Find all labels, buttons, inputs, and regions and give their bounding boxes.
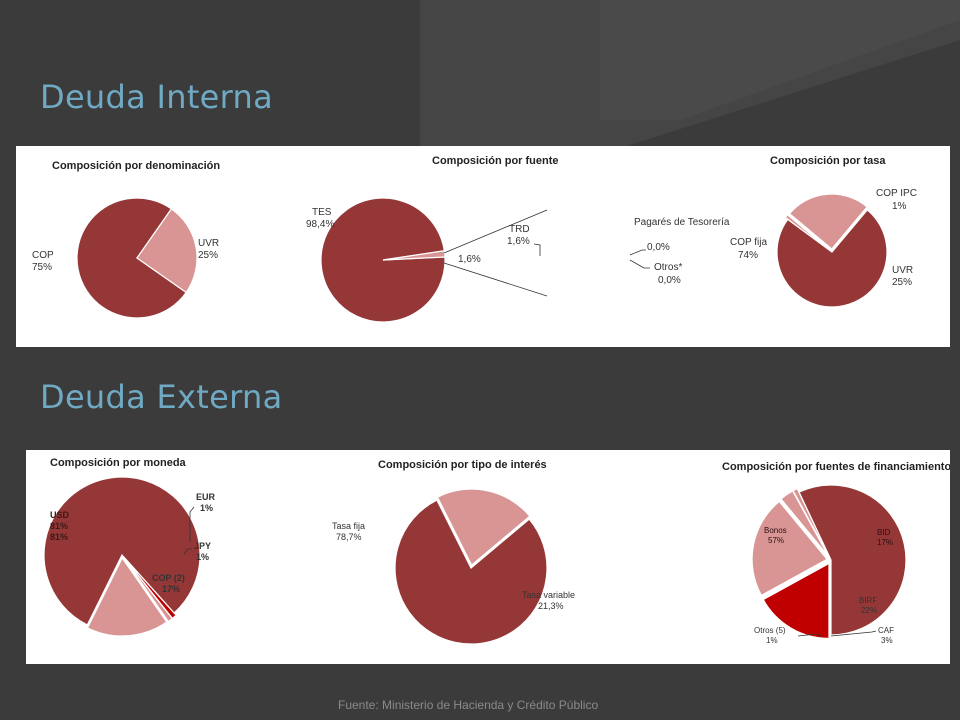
leader-jpy [183,548,192,555]
label-cop: COP [32,250,54,261]
connector-top [443,209,548,254]
label-tasa-variable: Tasa variable [522,590,575,600]
value-uvr: 25% [198,250,218,261]
heading-internal-debt: Deuda Interna [40,78,274,116]
pie-tasa-slice-1 [784,213,831,251]
label-eur: EUR [196,492,216,502]
pie-interes [394,488,548,645]
value-trd: 1,6% [507,236,530,247]
value-eur: 1% [200,503,213,513]
label-jpy: JPY [194,541,211,551]
pie-moneda-slice-0 [43,476,201,626]
label-uvr: UVR [198,238,219,249]
leader-trd [533,243,541,256]
panel-internal-debt: Composición por denominación COP 75% UVR… [16,146,950,347]
value-jpy: 1% [196,552,209,562]
leader-caf [830,630,877,637]
label-bid: BID [877,528,891,537]
value-usd-repeat: 81% [50,532,68,542]
title-fuente: Composición por fuente [432,155,559,167]
title-denominacion: Composición por denominación [52,160,220,172]
value-cop: 75% [32,262,52,273]
source-caption: Fuente: Ministerio de Hacienda y Crédito… [338,698,599,712]
label-pagares: Pagarés de Tesorería [634,217,730,228]
label-usd: USD [50,510,70,520]
pie-financiamiento-slice-1 [762,562,830,640]
pie-interes-slice-0 [394,499,548,645]
pie-tasa [776,193,888,308]
label-cop2: COP (2) [152,573,185,583]
label-uvr-tasa: UVR [892,265,913,276]
label-caf: CAF [878,626,894,635]
value-otros-fuente: 0,0% [658,275,681,286]
value-tes: 98,4% [306,219,334,230]
value-bid: 17% [877,538,893,547]
label-cop-ipc: COP IPC [876,188,917,199]
value-usd: 81% [50,521,68,531]
pie-interes-slice-1 [436,488,531,567]
title-moneda: Composición por moneda [50,457,187,469]
value-other-fuente: 1,6% [458,254,481,265]
label-tes: TES [312,207,332,218]
title-tasa: Composición por tasa [770,155,886,167]
value-tasa-variable: 21,3% [538,601,564,611]
pie-financiamiento-slice-4 [792,487,830,557]
panel-external-debt: Composición por moneda USD 81% 81% EUR 1… [26,450,950,664]
label-bonos: Bonos [764,526,787,535]
label-tasa-fija: Tasa fija [332,521,365,531]
pie-fuente [320,197,446,323]
leader-otros5 [797,633,822,637]
value-cop-fija: 74% [738,250,758,261]
connector-bottom [443,262,548,297]
value-cop2: 17% [162,584,180,594]
pie-denominacion-slice-0 [76,197,187,319]
value-uvr-tasa: 25% [892,277,912,288]
title-financiamiento: Composición por fuentes de financiamient… [722,461,950,473]
value-tasa-fija: 78,7% [336,532,362,542]
pie-fuente-breakdown-slice-2 [585,257,633,260]
pie-moneda-slice-3 [86,556,168,637]
pie-moneda-slice-2 [123,557,174,623]
title-interes: Composición por tipo de interés [378,459,547,471]
pie-fuente-slice-1 [382,250,446,261]
label-otros5: Otros (5) [754,626,786,635]
label-otros-fuente: Otros* [654,262,682,273]
leader-pagares [629,249,646,256]
value-caf: 3% [881,636,893,645]
label-birf: BIRF [859,596,877,605]
external-debt-charts: Composición por moneda USD 81% 81% EUR 1… [43,457,950,645]
pie-tasa-slice-0 [776,209,888,308]
value-pagares: 0,0% [647,242,670,253]
internal-debt-charts: Composición por denominación COP 75% UVR… [32,155,917,323]
leader-eur [189,506,195,542]
pie-moneda [43,476,201,637]
value-bonos: 57% [768,536,784,545]
pie-denominacion-slice-1 [136,208,198,294]
pie-financiamiento-slice-2 [751,500,828,597]
label-cop-fija: COP fija [730,237,767,248]
pie-denominacion [76,197,198,319]
value-cop-ipc: 1% [892,201,907,212]
pie-tasa-slice-2 [788,193,868,250]
value-birf: 22% [861,606,877,615]
pie-fuente-breakdown [585,256,633,260]
leader-otros [629,259,650,269]
value-otros5: 1% [766,636,778,645]
pie-financiamiento-slice-0 [798,484,907,636]
pie-financiamiento [751,484,907,640]
heading-external-debt: Deuda Externa [40,378,283,416]
label-trd: TRD [509,224,530,235]
